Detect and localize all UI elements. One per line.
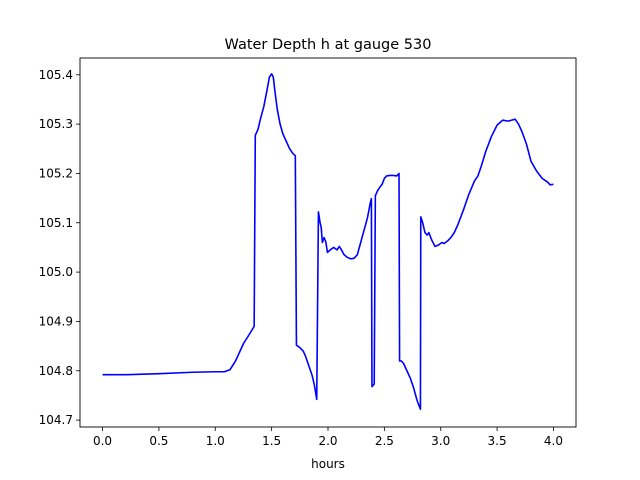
y-tick-label: 105.1 (39, 216, 73, 230)
plot-area: 0.0 0.5 1.0 1.5 2.0 2.5 3.0 3.5 4.0 104.7 104.8 104… (39, 57, 577, 448)
x-tick-label: 2.5 (375, 434, 394, 448)
y-tick-label: 105.2 (39, 166, 73, 180)
y-tick-label: 104.9 (39, 314, 73, 328)
x-tick-label: 0.0 (93, 434, 112, 448)
y-tick-label: 105.4 (39, 68, 73, 82)
x-tick-label: 3.5 (488, 434, 507, 448)
axes-frame (79, 57, 577, 428)
x-tick-label: 4.0 (544, 434, 563, 448)
x-tick-label: 3.0 (431, 434, 450, 448)
y-tick-label: 104.8 (39, 364, 73, 378)
y-tick-label: 105.0 (39, 265, 73, 279)
x-tick-label: 2.0 (318, 434, 337, 448)
chart-title: Water Depth h at gauge 530 (225, 37, 432, 53)
x-tick-label: 1.0 (206, 434, 225, 448)
series-line (102, 72, 554, 411)
y-tick-label: 105.3 (39, 117, 73, 131)
x-tick-label: 1.5 (262, 434, 281, 448)
x-tick-label: 0.5 (149, 434, 168, 448)
x-axis-label: hours (311, 457, 345, 471)
y-tick-label: 104.7 (39, 413, 73, 427)
